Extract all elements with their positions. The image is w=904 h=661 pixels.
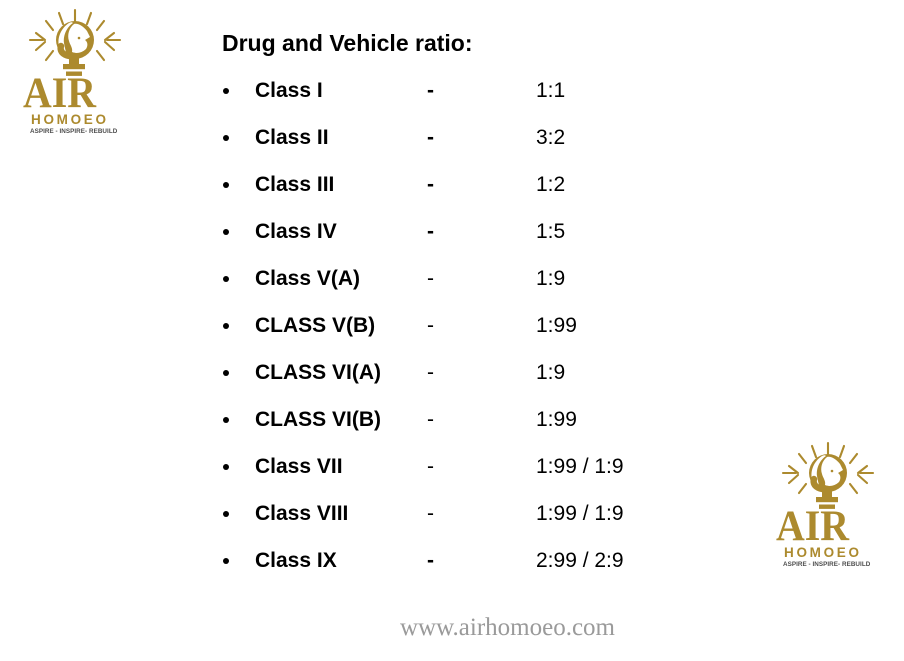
svg-text:AIR: AIR <box>776 503 850 550</box>
svg-text:AIR: AIR <box>23 70 97 117</box>
